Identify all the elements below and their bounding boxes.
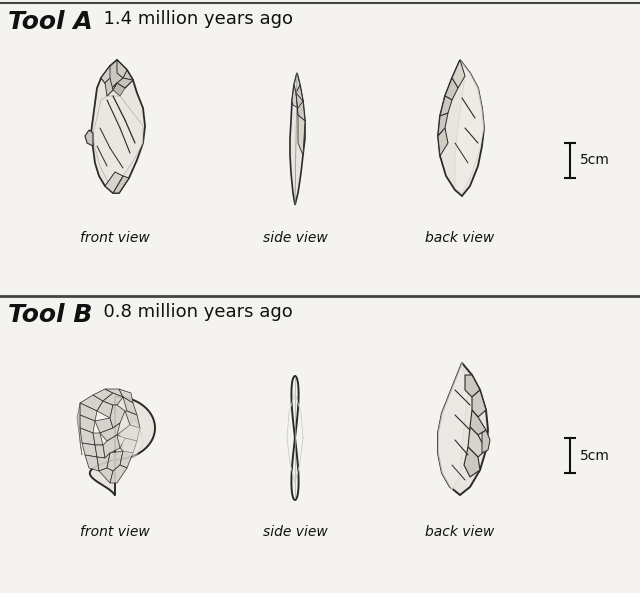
Polygon shape (291, 376, 299, 500)
Text: back view: back view (426, 231, 495, 245)
Polygon shape (103, 393, 123, 405)
Text: 5cm: 5cm (580, 154, 610, 167)
Polygon shape (482, 430, 490, 453)
Text: back view: back view (426, 525, 495, 539)
Polygon shape (105, 78, 113, 96)
Polygon shape (445, 78, 458, 100)
Polygon shape (105, 172, 123, 193)
Polygon shape (103, 435, 120, 458)
Polygon shape (101, 66, 110, 83)
Polygon shape (117, 425, 140, 441)
Polygon shape (468, 427, 486, 457)
Polygon shape (290, 73, 305, 205)
Polygon shape (125, 411, 140, 428)
Polygon shape (120, 438, 137, 453)
Polygon shape (107, 83, 117, 96)
Text: front view: front view (80, 231, 150, 245)
Polygon shape (119, 389, 133, 403)
Polygon shape (120, 421, 143, 458)
Polygon shape (85, 130, 93, 146)
Polygon shape (97, 401, 113, 418)
Polygon shape (438, 60, 484, 196)
Polygon shape (113, 83, 125, 96)
Polygon shape (110, 405, 125, 428)
Text: side view: side view (262, 231, 328, 245)
Polygon shape (438, 113, 448, 136)
Polygon shape (298, 115, 305, 155)
Polygon shape (438, 128, 448, 156)
Polygon shape (80, 415, 95, 433)
Polygon shape (123, 397, 137, 415)
Polygon shape (120, 451, 133, 468)
Polygon shape (117, 60, 127, 78)
Polygon shape (100, 423, 120, 441)
Polygon shape (465, 375, 480, 397)
Polygon shape (95, 445, 105, 458)
Polygon shape (292, 85, 298, 108)
Polygon shape (85, 455, 99, 471)
Polygon shape (90, 397, 155, 496)
Polygon shape (438, 363, 468, 490)
Polygon shape (97, 453, 110, 471)
Polygon shape (77, 403, 82, 455)
Polygon shape (296, 85, 303, 108)
Text: Tool A: Tool A (8, 10, 93, 34)
Text: side view: side view (262, 525, 328, 539)
Polygon shape (117, 78, 133, 88)
Polygon shape (472, 390, 486, 417)
Text: 1.4 million years ago: 1.4 million years ago (92, 10, 293, 28)
Polygon shape (93, 96, 143, 188)
Polygon shape (110, 465, 127, 483)
Polygon shape (464, 447, 480, 477)
Text: front view: front view (80, 525, 150, 539)
Polygon shape (91, 60, 145, 193)
Polygon shape (95, 418, 113, 433)
Polygon shape (99, 468, 113, 483)
Polygon shape (107, 451, 123, 471)
Polygon shape (294, 73, 300, 93)
Polygon shape (296, 93, 305, 121)
Polygon shape (452, 60, 465, 88)
Polygon shape (470, 410, 486, 435)
Polygon shape (101, 60, 133, 90)
Polygon shape (105, 389, 123, 397)
Text: 5cm: 5cm (580, 448, 610, 463)
Polygon shape (80, 403, 97, 421)
Polygon shape (455, 60, 484, 193)
Polygon shape (438, 363, 488, 495)
Polygon shape (80, 395, 103, 411)
Polygon shape (82, 443, 97, 457)
Polygon shape (93, 389, 113, 401)
Polygon shape (80, 428, 95, 445)
Polygon shape (113, 176, 129, 193)
Polygon shape (93, 433, 103, 445)
Text: 0.8 million years ago: 0.8 million years ago (92, 303, 292, 321)
Polygon shape (440, 96, 452, 116)
Text: Tool B: Tool B (8, 303, 92, 327)
